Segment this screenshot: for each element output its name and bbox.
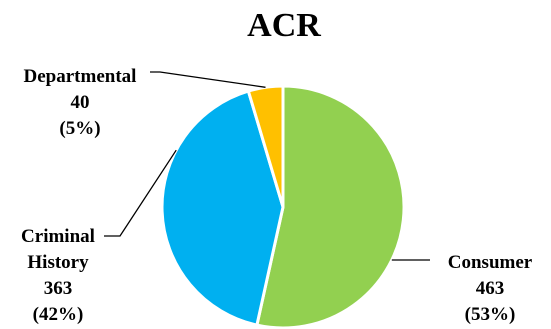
label-departmental-value: 40 bbox=[71, 92, 90, 113]
label-consumer-value: 463 bbox=[476, 278, 505, 299]
label-criminal-name-line2: History bbox=[27, 252, 89, 273]
label-criminal-percent: (42%) bbox=[33, 304, 84, 325]
label-consumer-percent: (53%) bbox=[465, 304, 516, 325]
label-criminal-history: Criminal History 363 (42%) bbox=[21, 226, 95, 325]
label-consumer: Consumer 463 (53%) bbox=[448, 252, 533, 325]
chart-title: ACR bbox=[247, 7, 321, 44]
label-criminal-name-line1: Criminal bbox=[21, 226, 95, 247]
label-departmental-percent: (5%) bbox=[59, 118, 100, 139]
leader-line-departmental bbox=[150, 71, 266, 88]
label-departmental: Departmental 40 (5%) bbox=[24, 66, 137, 139]
label-consumer-name: Consumer bbox=[448, 252, 533, 273]
pie-slice-criminal bbox=[160, 89, 285, 327]
label-departmental-name: Departmental bbox=[24, 66, 137, 87]
pie-slice-consumer bbox=[255, 84, 406, 329]
leader-lines bbox=[104, 71, 430, 261]
leader-line-criminal-history bbox=[104, 149, 177, 237]
pie-slices bbox=[160, 84, 406, 329]
label-criminal-value: 363 bbox=[44, 278, 73, 299]
